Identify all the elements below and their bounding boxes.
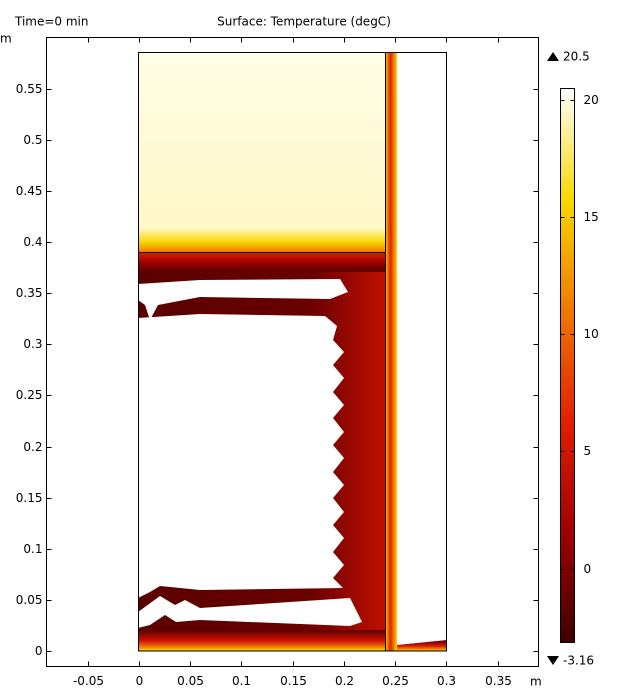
x-tick-label: 0.25 [382,674,409,688]
colorbar-tick-label: 15 [584,210,599,224]
time-label: Time=0 min [14,15,89,29]
colorbar-min: -3.16 [563,654,594,668]
y-tick-label: 0.45 [16,184,43,198]
colorbar-max: 20.5 [563,50,590,64]
surface [138,52,447,652]
y-tick-label: 0.55 [16,82,43,96]
y-tick-label: 0.5 [23,133,42,147]
colorbar [560,88,575,643]
y-tick-label: 0.1 [23,542,42,556]
chart-title: Surface: Temperature (degC) [217,15,391,29]
colorbar-tick-label: 20 [584,93,599,107]
y-tick-label: 0.35 [16,286,43,300]
y-tick-label: 0 [35,644,43,658]
x-tick-label: 0.2 [335,674,354,688]
min-marker [547,656,559,665]
x-tick-label: -0.05 [73,674,104,688]
colorbar-tick-label: 5 [584,444,592,458]
x-tick-label: 0.1 [232,674,251,688]
y-tick-label: 0.3 [23,337,42,351]
y-tick-label: 0.2 [23,440,42,454]
y-tick-label: 0.15 [16,491,43,505]
y-axis-unit: m [0,32,12,46]
x-tick-label: 0.3 [437,674,456,688]
x-tick-label: 0.15 [280,674,307,688]
colorbar-tick-label: 0 [584,562,592,576]
y-tick-label: 0.25 [16,388,43,402]
y-tick-label: 0.05 [16,593,43,607]
y-tick-label: 0.4 [23,235,42,249]
x-axis-unit: m [530,675,542,689]
max-marker [547,52,559,61]
x-tick-label: 0.05 [177,674,204,688]
x-tick-label: 0.35 [485,674,512,688]
colorbar-tick-label: 10 [584,327,599,341]
x-tick-label: 0 [136,674,144,688]
